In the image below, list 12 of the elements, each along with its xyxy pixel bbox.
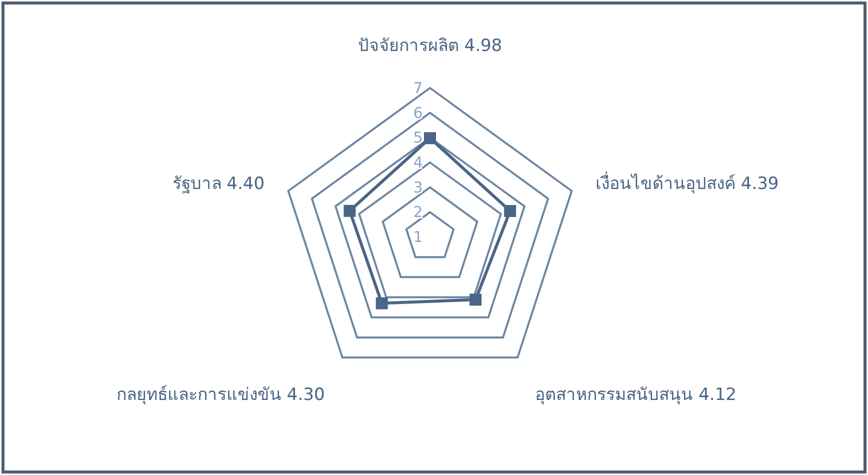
- spoke-label: รัฐบาล 4.40: [172, 174, 265, 194]
- tick: 1: [413, 228, 423, 246]
- spoke-label: ปัจจัยการผลิต 4.98: [358, 36, 502, 56]
- tick: 5: [413, 128, 423, 147]
- tick: 4: [413, 154, 423, 172]
- tick: 6: [413, 104, 423, 122]
- spoke-label: เงื่อนไขด้านอุปสงค์ 4.39: [595, 171, 779, 194]
- spoke-label: อุตสาหกรรมสนับสนุน 4.12: [535, 384, 736, 405]
- tick: 2: [413, 203, 423, 222]
- tick: 7: [413, 79, 423, 97]
- spoke-label: กลยุทธ์และการแข่งขัน 4.30: [116, 384, 325, 405]
- tick: 3: [413, 178, 423, 196]
